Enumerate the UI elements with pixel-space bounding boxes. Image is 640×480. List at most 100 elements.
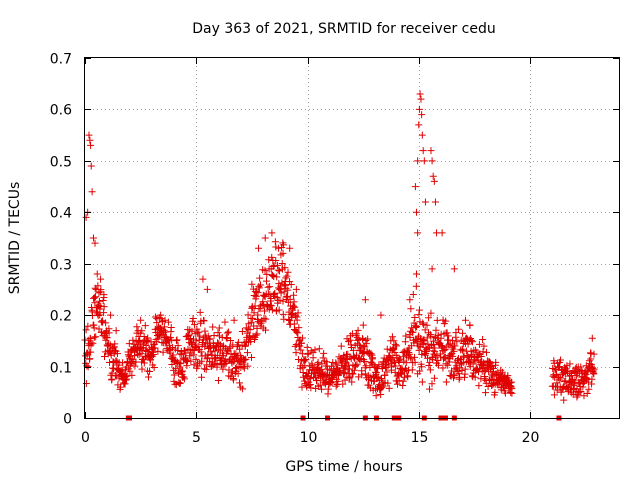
y-tick-label: 0.2 bbox=[50, 309, 72, 325]
data-point bbox=[366, 373, 374, 381]
data-point bbox=[587, 350, 595, 358]
data-point bbox=[170, 371, 178, 379]
data-point bbox=[133, 323, 141, 331]
data-point bbox=[442, 378, 450, 386]
data-point bbox=[133, 346, 141, 354]
data-point bbox=[352, 330, 360, 338]
data-point bbox=[457, 360, 465, 368]
data-point bbox=[415, 306, 423, 314]
data-point bbox=[359, 321, 367, 329]
data-point bbox=[239, 385, 247, 393]
data-point bbox=[500, 372, 508, 380]
data-point bbox=[416, 367, 424, 375]
data-point bbox=[413, 270, 421, 278]
data-point bbox=[215, 324, 223, 332]
data-point bbox=[584, 378, 592, 386]
data-point bbox=[413, 322, 421, 330]
data-point bbox=[432, 326, 440, 334]
data-point bbox=[484, 383, 492, 391]
y-tick-label: 0.4 bbox=[50, 206, 72, 222]
data-point bbox=[262, 277, 270, 285]
data-point bbox=[372, 392, 380, 400]
data-point bbox=[307, 384, 315, 392]
data-point bbox=[566, 360, 574, 368]
data-point bbox=[583, 389, 591, 397]
data-point bbox=[444, 361, 452, 369]
data-point bbox=[491, 388, 499, 396]
data-point bbox=[267, 302, 275, 310]
data-point bbox=[255, 282, 263, 290]
data-point bbox=[354, 326, 362, 334]
data-point bbox=[173, 358, 181, 366]
data-point bbox=[131, 345, 139, 353]
data-point bbox=[425, 362, 433, 370]
data-point bbox=[339, 380, 347, 388]
data-point bbox=[203, 361, 211, 369]
data-point bbox=[291, 303, 299, 311]
data-point bbox=[368, 359, 376, 367]
data-point bbox=[209, 361, 217, 369]
data-point bbox=[455, 375, 463, 383]
data-point bbox=[315, 345, 323, 353]
data-point bbox=[123, 372, 131, 380]
y-tick-label: 0.1 bbox=[50, 361, 72, 377]
data-point bbox=[86, 334, 94, 342]
data-point bbox=[269, 291, 277, 299]
data-point bbox=[461, 316, 469, 324]
x-tick-label: 20 bbox=[522, 430, 540, 446]
data-point bbox=[451, 342, 459, 350]
data-point bbox=[571, 376, 579, 384]
data-point bbox=[418, 111, 426, 119]
data-point bbox=[284, 268, 292, 276]
data-point bbox=[89, 234, 97, 242]
data-point bbox=[442, 317, 450, 325]
data-point bbox=[303, 343, 311, 351]
data-point bbox=[362, 362, 370, 370]
data-point bbox=[414, 157, 422, 165]
data-point bbox=[428, 380, 436, 388]
data-point bbox=[255, 244, 263, 252]
data-point bbox=[388, 333, 396, 341]
data-point bbox=[227, 336, 235, 344]
data-point bbox=[480, 342, 488, 350]
data-point bbox=[461, 365, 469, 373]
data-point bbox=[443, 329, 451, 337]
data-point bbox=[221, 318, 229, 326]
data-point bbox=[192, 355, 200, 363]
data-point bbox=[429, 172, 437, 180]
data-point bbox=[197, 348, 205, 356]
data-point bbox=[464, 340, 472, 348]
data-point bbox=[198, 373, 206, 381]
y-tick-label: 0.7 bbox=[50, 52, 72, 68]
data-point bbox=[372, 369, 380, 377]
data-point bbox=[90, 324, 98, 332]
data-point bbox=[406, 333, 414, 341]
data-point bbox=[501, 389, 509, 397]
data-point bbox=[553, 386, 561, 394]
data-point bbox=[274, 266, 282, 274]
data-point bbox=[413, 208, 421, 216]
data-point bbox=[268, 229, 276, 237]
data-point bbox=[276, 296, 284, 304]
data-point bbox=[112, 357, 120, 365]
data-point bbox=[427, 147, 435, 155]
data-point bbox=[154, 347, 162, 355]
data-point bbox=[297, 346, 305, 354]
data-point bbox=[183, 362, 191, 370]
data-point bbox=[507, 388, 515, 396]
data-point bbox=[101, 353, 109, 361]
data-point bbox=[261, 234, 269, 242]
data-point bbox=[492, 370, 500, 378]
data-point bbox=[560, 369, 568, 377]
data-point bbox=[94, 282, 102, 290]
x-axis-label: GPS time / hours bbox=[285, 459, 402, 475]
data-point bbox=[150, 364, 158, 372]
data-point bbox=[459, 329, 467, 337]
data-point bbox=[236, 345, 244, 353]
data-point bbox=[151, 313, 159, 321]
data-point bbox=[482, 389, 490, 397]
data-point bbox=[82, 213, 90, 221]
data-point bbox=[90, 333, 98, 341]
data-point bbox=[290, 298, 298, 306]
data-point bbox=[485, 358, 493, 366]
